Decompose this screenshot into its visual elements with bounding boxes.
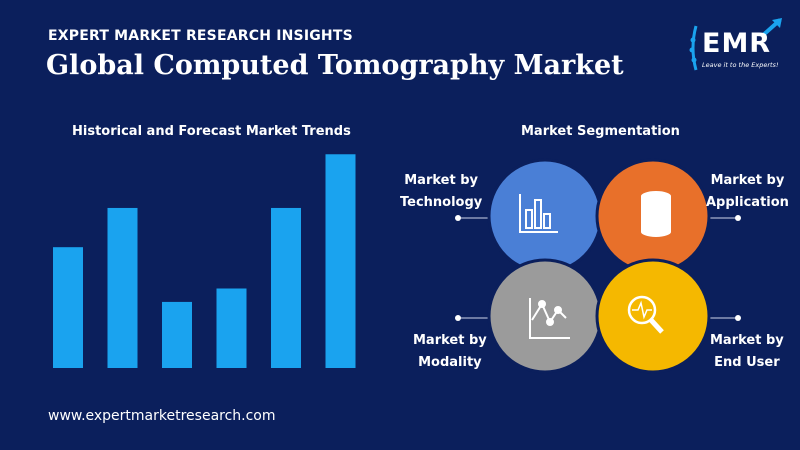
segment-label-technology-line1: Market by bbox=[404, 173, 479, 188]
segment-label-technology-line2: Technology bbox=[400, 195, 483, 210]
segment-label-technology: Market by Technology bbox=[400, 170, 482, 214]
website-url[interactable]: www.expertmarketresearch.com bbox=[48, 408, 276, 424]
segment-modality-circle bbox=[487, 258, 603, 374]
line-chart-icon bbox=[529, 298, 570, 339]
bar-chart-icon bbox=[519, 194, 558, 233]
segment-label-modality-line1: Market by bbox=[413, 333, 487, 348]
segment-label-enduser: Market by End User bbox=[710, 330, 784, 374]
segment-label-application-line2: Application bbox=[706, 195, 789, 210]
bar-1 bbox=[53, 247, 83, 368]
segmentation-venn bbox=[455, 158, 741, 374]
magnifier-pulse-icon bbox=[627, 295, 664, 334]
segment-label-modality: Market by Modality bbox=[413, 330, 487, 374]
page-title: Global Computed Tomography Market bbox=[46, 50, 624, 81]
segment-label-enduser-line2: End User bbox=[714, 355, 780, 370]
bar-3 bbox=[162, 301, 192, 368]
logo-mark bbox=[689, 18, 782, 71]
database-icon bbox=[639, 189, 673, 239]
bar-5 bbox=[271, 207, 301, 368]
segmentation-title: Market Segmentation bbox=[521, 124, 680, 139]
segment-label-application-line1: Market by bbox=[710, 173, 785, 188]
bar-6 bbox=[325, 154, 356, 368]
logo-text: EMR bbox=[702, 28, 772, 59]
kicker: EXPERT MARKET RESEARCH INSIGHTS bbox=[48, 28, 353, 44]
bar-chart bbox=[53, 154, 356, 368]
logo-tagline: Leave it to the Experts! bbox=[702, 61, 779, 69]
chart-title: Historical and Forecast Market Trends bbox=[72, 124, 351, 139]
segment-label-enduser-line1: Market by bbox=[710, 333, 784, 348]
bar-4 bbox=[216, 288, 247, 368]
emr-logo: EMR Leave it to the Experts! bbox=[676, 16, 794, 80]
segment-label-modality-line2: Modality bbox=[418, 355, 482, 370]
bar-2 bbox=[107, 207, 138, 368]
segment-label-application: Market by Application bbox=[706, 170, 789, 214]
